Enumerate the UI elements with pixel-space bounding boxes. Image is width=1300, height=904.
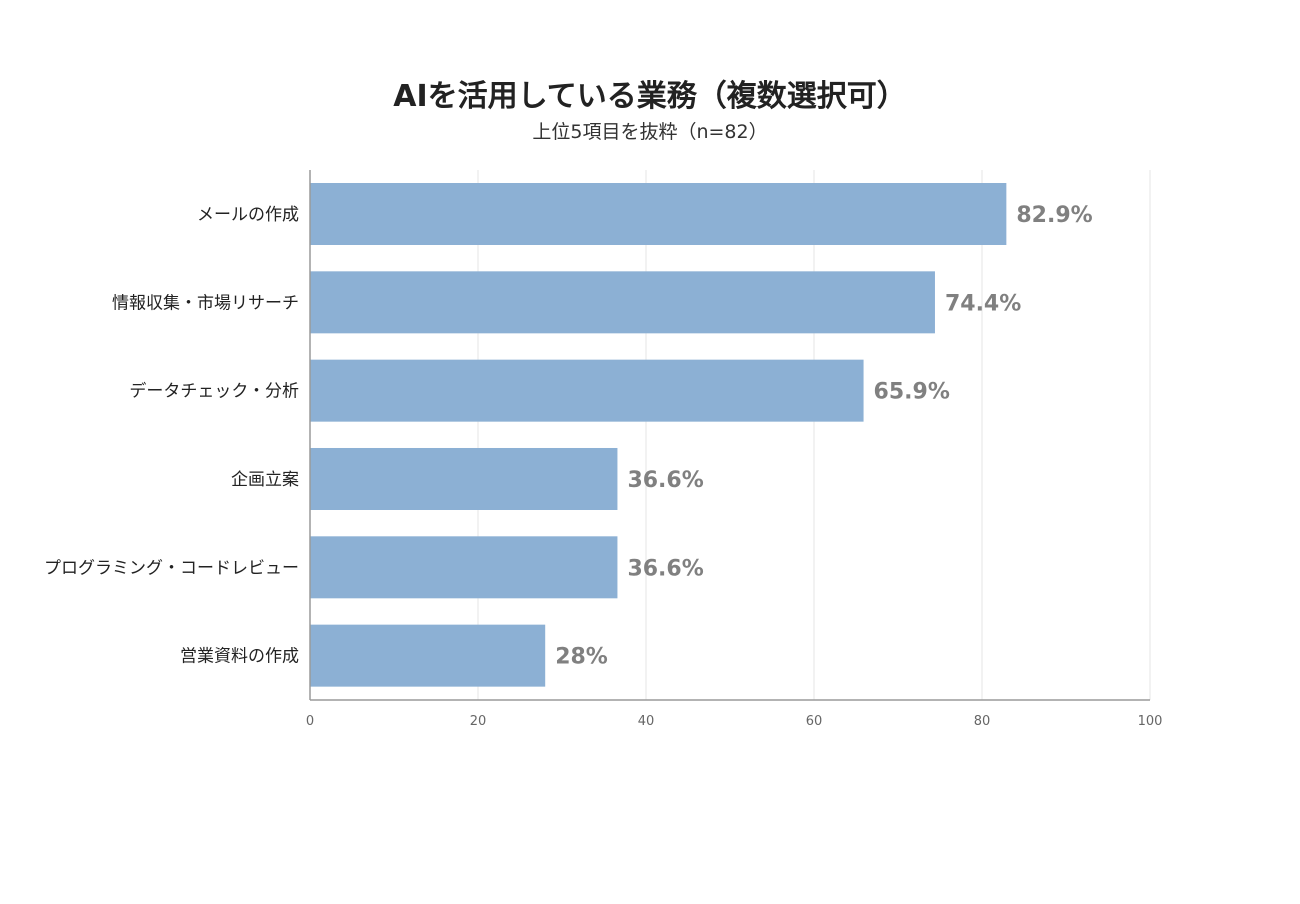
x-tick-label: 80 [974,714,991,729]
data-label: 74.4% [945,291,1021,316]
axes [309,170,1150,701]
bars [310,183,1007,687]
category-label: メールの作成 [197,205,299,225]
bar [310,359,864,422]
category-label: データチェック・分析 [129,381,299,402]
labels: 0 20 40 60 80 100 メールの作成 82.9% 情報収集・市場リサーチ 74.4% デ… [44,203,1162,729]
x-tick-label: 40 [638,714,655,729]
x-tick-label: 60 [806,714,823,729]
chart-title: AIを活用している業務（複数選択可） [393,79,906,114]
category-label: プログラミング・コードレビュー [44,558,299,578]
category-label: 企画立案 [231,470,299,490]
data-label: 28% [555,645,608,670]
bar [310,183,1007,245]
bar [310,447,618,510]
chart-subtitle: 上位5項目を抜粋（n=82） [532,121,767,143]
data-label: 82.9% [1016,203,1092,228]
data-label: 36.6% [627,556,703,581]
x-tick-label: 100 [1138,714,1163,729]
gridlines [477,170,1151,700]
bar [310,624,546,687]
bar [310,271,935,334]
bar [310,536,618,599]
category-label: 営業資料の作成 [180,647,299,667]
x-tick-label: 20 [470,714,487,729]
data-label: 65.9% [874,380,950,405]
x-tick-label: 0 [306,714,314,729]
category-label: 情報収集・市場リサーチ [112,293,299,313]
data-label: 36.6% [627,468,703,493]
